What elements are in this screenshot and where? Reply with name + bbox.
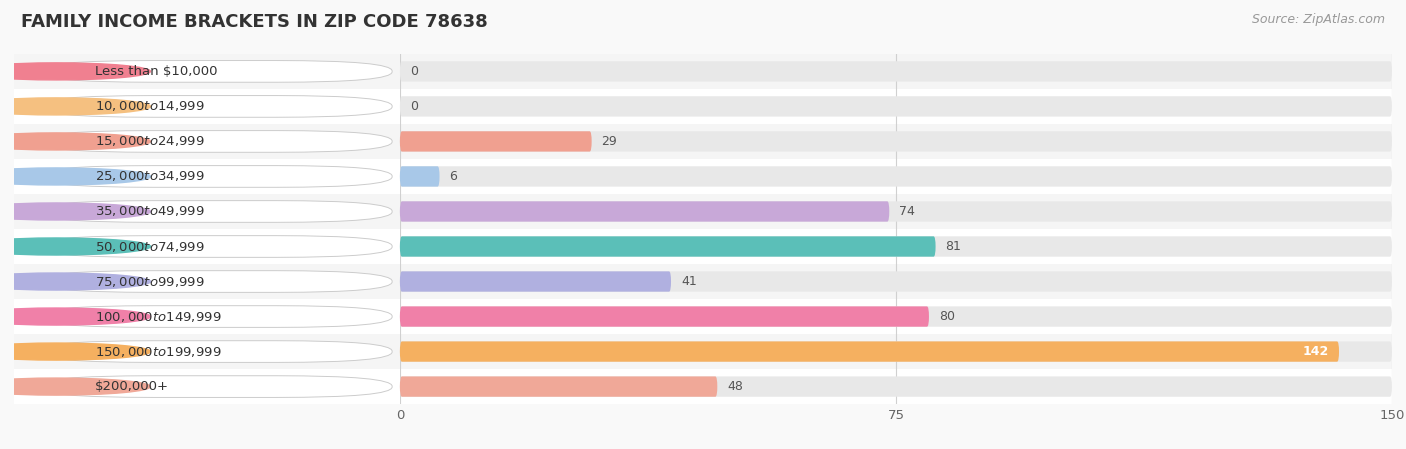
Bar — [14, 159, 399, 194]
Circle shape — [0, 203, 150, 220]
Circle shape — [0, 168, 150, 185]
Text: 81: 81 — [945, 240, 962, 253]
FancyBboxPatch shape — [399, 166, 440, 187]
Text: 0: 0 — [409, 65, 418, 78]
Text: $150,000 to $199,999: $150,000 to $199,999 — [96, 344, 222, 359]
FancyBboxPatch shape — [399, 306, 1392, 327]
FancyBboxPatch shape — [399, 96, 1392, 117]
Text: Less than $10,000: Less than $10,000 — [96, 65, 218, 78]
Text: $25,000 to $34,999: $25,000 to $34,999 — [96, 169, 205, 184]
Text: $75,000 to $99,999: $75,000 to $99,999 — [96, 274, 205, 289]
Bar — [14, 264, 399, 299]
Circle shape — [0, 308, 150, 325]
Bar — [14, 369, 399, 404]
FancyBboxPatch shape — [37, 201, 392, 222]
FancyBboxPatch shape — [399, 271, 1392, 292]
FancyBboxPatch shape — [399, 376, 1392, 397]
Bar — [14, 54, 399, 89]
FancyBboxPatch shape — [37, 96, 392, 117]
FancyBboxPatch shape — [37, 376, 392, 397]
FancyBboxPatch shape — [399, 236, 935, 257]
Text: 29: 29 — [602, 135, 617, 148]
Circle shape — [0, 378, 150, 395]
Text: Source: ZipAtlas.com: Source: ZipAtlas.com — [1251, 13, 1385, 26]
FancyBboxPatch shape — [37, 306, 392, 327]
FancyBboxPatch shape — [37, 341, 392, 362]
Bar — [399, 124, 1392, 159]
FancyBboxPatch shape — [399, 341, 1339, 362]
FancyBboxPatch shape — [37, 166, 392, 187]
Bar — [14, 124, 399, 159]
FancyBboxPatch shape — [37, 131, 392, 152]
Circle shape — [0, 63, 150, 80]
Text: 48: 48 — [727, 380, 744, 393]
FancyBboxPatch shape — [399, 166, 1392, 187]
Bar — [14, 229, 399, 264]
Text: 80: 80 — [939, 310, 955, 323]
Circle shape — [0, 273, 150, 290]
Bar — [399, 229, 1392, 264]
FancyBboxPatch shape — [37, 236, 392, 257]
Text: 6: 6 — [450, 170, 457, 183]
Text: $200,000+: $200,000+ — [96, 380, 169, 393]
FancyBboxPatch shape — [399, 131, 592, 152]
Bar — [399, 89, 1392, 124]
Text: 74: 74 — [900, 205, 915, 218]
FancyBboxPatch shape — [399, 341, 1392, 362]
Bar — [399, 194, 1392, 229]
Bar — [399, 369, 1392, 404]
FancyBboxPatch shape — [399, 376, 717, 397]
Bar — [14, 299, 399, 334]
Bar — [14, 334, 399, 369]
FancyBboxPatch shape — [399, 131, 1392, 152]
Text: $100,000 to $149,999: $100,000 to $149,999 — [96, 309, 222, 324]
Text: $50,000 to $74,999: $50,000 to $74,999 — [96, 239, 205, 254]
Bar — [399, 334, 1392, 369]
Bar — [399, 264, 1392, 299]
Text: 41: 41 — [681, 275, 697, 288]
FancyBboxPatch shape — [399, 271, 671, 292]
FancyBboxPatch shape — [399, 61, 1392, 82]
Text: $10,000 to $14,999: $10,000 to $14,999 — [96, 99, 205, 114]
FancyBboxPatch shape — [399, 201, 889, 222]
Bar — [399, 299, 1392, 334]
Text: FAMILY INCOME BRACKETS IN ZIP CODE 78638: FAMILY INCOME BRACKETS IN ZIP CODE 78638 — [21, 13, 488, 31]
Circle shape — [0, 98, 150, 115]
FancyBboxPatch shape — [399, 201, 1392, 222]
Bar — [399, 54, 1392, 89]
Bar — [399, 159, 1392, 194]
FancyBboxPatch shape — [37, 271, 392, 292]
FancyBboxPatch shape — [37, 61, 392, 82]
Bar — [14, 89, 399, 124]
Text: $35,000 to $49,999: $35,000 to $49,999 — [96, 204, 205, 219]
Circle shape — [0, 343, 150, 360]
FancyBboxPatch shape — [399, 236, 1392, 257]
Text: $15,000 to $24,999: $15,000 to $24,999 — [96, 134, 205, 149]
FancyBboxPatch shape — [399, 306, 929, 327]
Circle shape — [0, 133, 150, 150]
Text: 142: 142 — [1303, 345, 1329, 358]
Text: 0: 0 — [409, 100, 418, 113]
Bar — [14, 194, 399, 229]
Circle shape — [0, 238, 150, 255]
